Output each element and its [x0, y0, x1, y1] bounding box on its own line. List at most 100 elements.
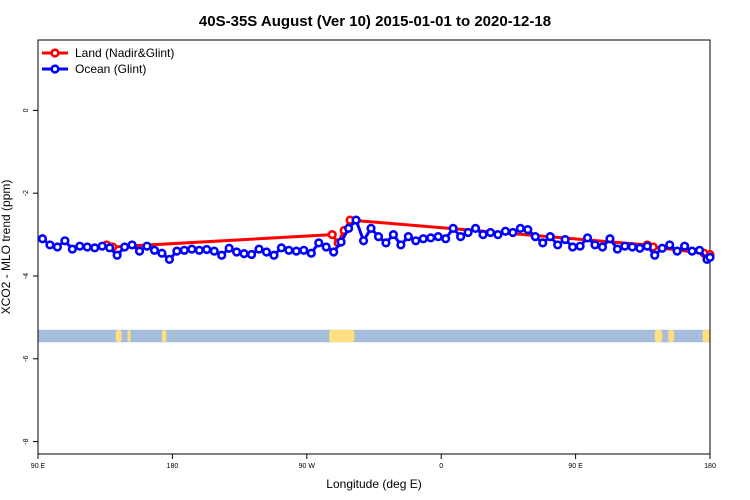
- data-point: [635, 243, 645, 253]
- series-ocean: [37, 215, 715, 265]
- data-point: [478, 229, 488, 240]
- data-point: [650, 250, 660, 260]
- land-mass: [127, 329, 131, 343]
- data-point: [299, 245, 309, 255]
- data-point: [60, 236, 70, 246]
- data-point: [120, 242, 130, 252]
- data-point: [381, 238, 391, 248]
- data-point: [568, 242, 578, 252]
- data-point: [224, 243, 234, 253]
- data-point: [52, 242, 63, 252]
- data-point: [232, 247, 242, 257]
- data-point: [705, 252, 715, 262]
- data-point: [470, 223, 481, 233]
- data-point: [642, 241, 652, 251]
- data-point: [97, 241, 107, 251]
- data-point: [261, 247, 272, 257]
- data-point: [142, 241, 152, 251]
- data-point: [590, 240, 600, 250]
- data-point: [127, 240, 137, 250]
- data-point: [217, 250, 227, 260]
- data-point: [329, 247, 339, 257]
- land-mass: [702, 329, 710, 343]
- data-point: [523, 225, 533, 235]
- data-point: [172, 246, 182, 256]
- data-point: [680, 241, 690, 251]
- x-tick-label: 90 E: [31, 463, 46, 470]
- data-point: [582, 233, 593, 243]
- data-point: [105, 243, 115, 253]
- data-point: [530, 232, 540, 242]
- data-point: [403, 232, 413, 242]
- data-point: [538, 238, 548, 248]
- data-point: [149, 245, 160, 255]
- data-point: [448, 223, 458, 233]
- data-point: [269, 250, 279, 260]
- data-point: [157, 248, 167, 258]
- data-point: [508, 227, 518, 238]
- data-point: [493, 229, 503, 240]
- land-mass: [115, 329, 122, 343]
- data-point: [291, 246, 301, 256]
- data-point: [164, 254, 175, 265]
- x-tick-label: 0: [439, 463, 443, 470]
- data-point: [620, 241, 630, 251]
- data-point: [463, 227, 473, 238]
- data-point: [373, 232, 384, 242]
- data-point: [82, 242, 92, 252]
- data-point: [254, 244, 264, 254]
- data-point: [194, 245, 204, 255]
- data-point: [246, 249, 257, 260]
- data-point: [134, 246, 145, 256]
- data-point: [321, 242, 331, 252]
- data-point: [605, 234, 615, 244]
- data-point: [456, 232, 466, 242]
- y-tick-label: -8: [23, 438, 30, 444]
- data-point: [306, 248, 316, 258]
- land-mass: [654, 329, 663, 343]
- data-point: [418, 234, 428, 244]
- data-point: [657, 243, 667, 253]
- data-point: [90, 243, 100, 253]
- legend-swatch-marker: [50, 48, 60, 58]
- data-point: [366, 223, 376, 233]
- data-point: [276, 243, 287, 253]
- data-point: [284, 245, 294, 255]
- data-point: [515, 223, 525, 233]
- x-tick-label: 180: [167, 463, 179, 470]
- data-point: [433, 232, 443, 242]
- data-point: [694, 245, 705, 255]
- y-tick-label: -6: [23, 356, 30, 362]
- x-tick-label: 180: [704, 463, 716, 470]
- data-point: [112, 250, 122, 260]
- data-point: [627, 242, 637, 252]
- plot-frame: [37, 39, 711, 455]
- x-tick-label: 90 E: [568, 463, 583, 470]
- x-tick-label: 90 W: [299, 463, 316, 470]
- legend-entry: Ocean (Glint): [75, 62, 146, 76]
- land-mass: [161, 329, 167, 343]
- data-point: [441, 234, 451, 244]
- land-ocean-band: [38, 329, 710, 343]
- x-axis-label: Longitude (deg E): [326, 477, 421, 491]
- data-point: [351, 215, 361, 225]
- x-axis: 90 E 180 90 W 0 90 E 180: [31, 454, 716, 470]
- data-point: [344, 223, 354, 233]
- data-point: [545, 232, 555, 242]
- data-point: [327, 229, 337, 240]
- y-axis: 0 -2 -4 -6 -8: [23, 108, 38, 445]
- y-tick-label: 0: [23, 108, 30, 112]
- data-point: [67, 244, 77, 254]
- data-point: [202, 244, 212, 255]
- data-point: [336, 237, 346, 247]
- data-point: [179, 245, 189, 255]
- legend: Land (Nadir&Glint) Ocean (Glint): [42, 46, 174, 76]
- data-point: [358, 236, 369, 246]
- y-tick-label: -4: [23, 273, 30, 279]
- land-mass: [329, 329, 355, 343]
- data-point: [45, 240, 55, 250]
- data-point: [612, 244, 623, 254]
- data-point: [75, 241, 85, 251]
- data-point: [388, 229, 399, 240]
